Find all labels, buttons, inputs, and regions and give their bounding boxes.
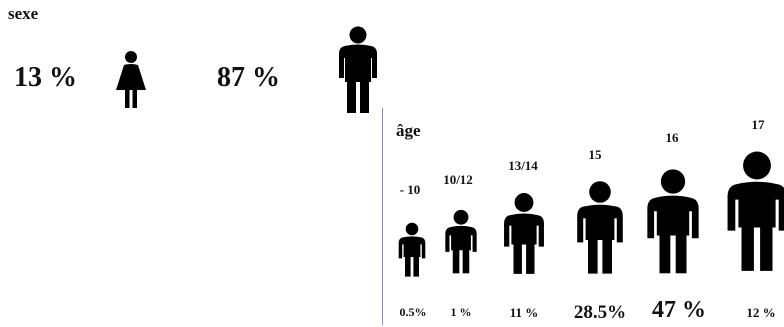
age-figure-icon [577,181,623,274]
age-figure-icon [398,222,426,277]
female-percent: 13 % [14,62,77,93]
age-group-percent: 28.5% [573,302,627,323]
age-figure-icon [727,151,784,271]
age-group-percent: 47 % [652,297,706,323]
age-figure-icon [445,209,477,274]
age-group-label: 15 [588,147,602,162]
age-group-label: - 10 [399,182,421,197]
age-group-label: 17 [751,117,765,132]
female-figure-icon [116,51,146,108]
male-figure-icon [339,26,377,113]
sexe-title: sexe [8,4,39,23]
male-percent: 87 % [217,62,280,93]
age-group-label: 13/14 [508,158,538,173]
age-group-percent: 1 % [450,305,472,319]
age-title: âge [396,121,421,140]
age-group-percent: 11 % [509,305,539,320]
age-group-percent: 12 % [746,305,776,320]
age-group-label: 10/12 [443,172,473,187]
age-group-label: 16 [665,130,679,145]
age-figure-icon [504,193,544,274]
age-group-percent: 0.5% [399,305,427,319]
section-divider [382,108,383,325]
age-figure-icon [647,169,699,274]
